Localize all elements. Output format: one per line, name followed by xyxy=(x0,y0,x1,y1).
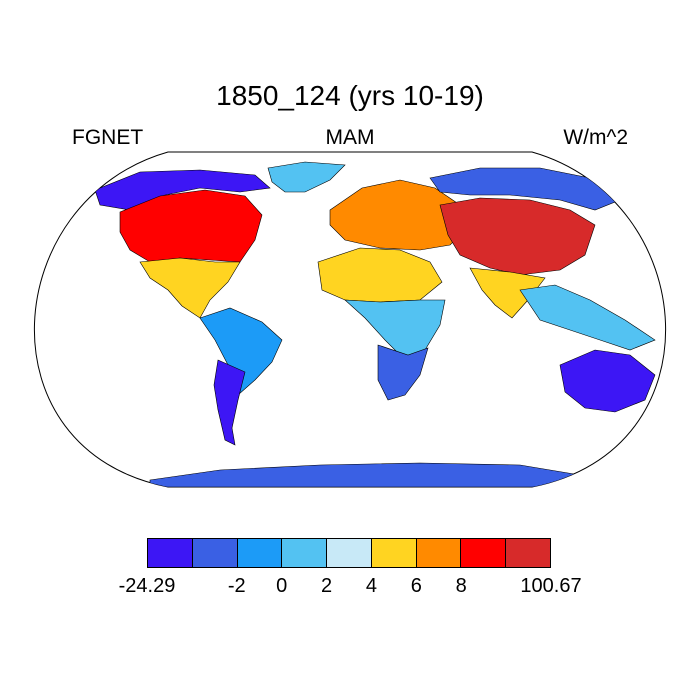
colorbar-swatch xyxy=(371,539,417,567)
colorbar-tick-label: 100.67 xyxy=(520,575,582,597)
southern-africa-region xyxy=(377,344,429,401)
central-africa-region xyxy=(344,299,446,361)
colorbar xyxy=(147,538,551,568)
sahara-region xyxy=(317,247,443,303)
colorbar-swatch xyxy=(237,539,283,567)
north-america-south-region xyxy=(139,257,241,319)
southeast-asia-region xyxy=(519,284,656,351)
north-america-arctic-region xyxy=(94,169,271,211)
greenland-region xyxy=(267,161,346,193)
australia-region xyxy=(559,349,656,413)
colorbar-tick-label: -2 xyxy=(227,575,246,597)
map-title: 1850_124 (yrs 10-19) xyxy=(216,80,484,111)
colorbar-swatch xyxy=(506,539,551,567)
colorbar-tick-label: 8 xyxy=(455,575,467,597)
colorbar-tick-label: 0 xyxy=(276,575,288,597)
colorbar-tick-label: 4 xyxy=(365,575,377,597)
siberia-region xyxy=(429,167,621,211)
patagonia-region xyxy=(213,359,246,446)
colorbar-tick-label: 6 xyxy=(410,575,422,597)
colorbar-swatch xyxy=(327,539,372,567)
colorbar-tick-label: 2 xyxy=(320,575,333,597)
colorbar-swatch xyxy=(461,539,507,567)
colorbar-swatch xyxy=(416,539,462,567)
colorbar-swatch xyxy=(282,539,328,567)
south-america-region xyxy=(199,307,283,396)
colorbar-swatch xyxy=(148,539,193,567)
units-label: W/m^2 xyxy=(563,126,628,149)
colorbar-swatch xyxy=(192,539,238,567)
colorbar-tick-label: -24.29 xyxy=(118,575,176,597)
central-asia-region xyxy=(439,197,596,276)
season-label: MAM xyxy=(325,126,375,149)
india-region xyxy=(469,267,546,319)
variable-label: FGNET xyxy=(72,126,144,149)
antarctica-region xyxy=(149,462,581,487)
